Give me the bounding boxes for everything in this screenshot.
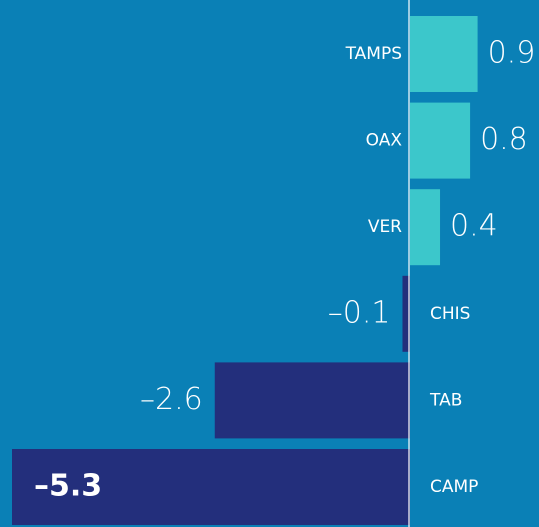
value-label: –2.6 — [140, 382, 203, 417]
bar — [12, 449, 410, 525]
category-label: CHIS — [430, 304, 470, 324]
bar — [214, 362, 410, 439]
category-label: TAMPS — [345, 44, 402, 64]
category-label: CAMP — [430, 477, 478, 497]
bar — [410, 16, 478, 92]
bar — [410, 189, 441, 266]
bar — [402, 275, 410, 352]
value-label: –0.1 — [328, 295, 391, 330]
bar — [410, 102, 471, 179]
value-label: –5.3 — [34, 469, 102, 504]
category-label: TAB — [429, 390, 462, 410]
category-label: VER — [368, 217, 402, 237]
value-label: 0.9 — [488, 36, 536, 71]
category-label: OAX — [366, 131, 403, 151]
value-label: 0.4 — [450, 209, 498, 244]
value-label: 0.8 — [480, 122, 528, 157]
